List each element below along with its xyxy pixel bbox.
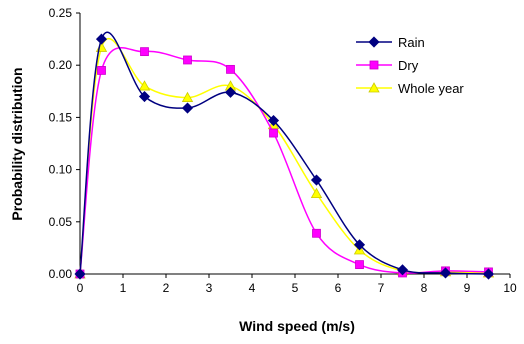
data-point bbox=[95, 33, 108, 45]
x-tick-label: 6 bbox=[335, 281, 342, 295]
axes: 0.00 0.05 0.10 0.15 0.20 0.25 0 1 2 3 4 5 6 7 8 9 10 bbox=[49, 6, 517, 295]
x-tick-label: 10 bbox=[503, 281, 517, 295]
legend-item: Whole year bbox=[356, 81, 464, 96]
series-line bbox=[79, 31, 489, 275]
legend-marker bbox=[369, 60, 379, 70]
legend-label: Rain bbox=[398, 35, 425, 50]
series-layer bbox=[74, 31, 495, 280]
data-point bbox=[74, 268, 86, 280]
legend: Rain Dry Whole year bbox=[356, 35, 464, 96]
data-point bbox=[183, 55, 192, 65]
x-tick-label: 5 bbox=[292, 281, 299, 295]
x-tick-label: 3 bbox=[206, 281, 213, 295]
y-tick-label: 0.15 bbox=[49, 110, 73, 124]
x-tick-label: 8 bbox=[421, 281, 428, 295]
series-rain bbox=[74, 31, 495, 280]
legend-item: Rain bbox=[356, 35, 425, 50]
x-tick-label: 4 bbox=[249, 281, 256, 295]
data-point bbox=[140, 47, 149, 57]
data-point bbox=[312, 228, 321, 238]
data-point bbox=[138, 80, 151, 91]
legend-label: Whole year bbox=[398, 81, 464, 96]
data-point bbox=[355, 260, 364, 270]
data-point bbox=[269, 128, 278, 138]
y-tick-label: 0.05 bbox=[49, 215, 73, 229]
y-tick-label: 0.25 bbox=[49, 6, 73, 20]
legend-label: Dry bbox=[398, 58, 419, 73]
y-tick-label: 0.20 bbox=[49, 58, 73, 72]
x-tick-label: 9 bbox=[464, 281, 471, 295]
legend-marker bbox=[368, 36, 380, 48]
x-axis-title: Wind speed (m/s) bbox=[239, 318, 355, 334]
data-point bbox=[224, 86, 237, 98]
data-point bbox=[267, 114, 280, 127]
x-tick-label: 7 bbox=[378, 281, 385, 295]
data-point bbox=[97, 66, 106, 75]
data-point bbox=[396, 264, 409, 276]
data-point bbox=[310, 174, 323, 186]
x-tick-label: 1 bbox=[120, 281, 127, 295]
legend-item: Dry bbox=[356, 58, 419, 73]
data-point bbox=[138, 90, 151, 103]
data-point bbox=[181, 91, 194, 102]
x-tick-label: 0 bbox=[77, 281, 84, 295]
y-tick-label: 0.00 bbox=[49, 267, 73, 281]
data-point bbox=[181, 102, 194, 114]
data-point bbox=[482, 268, 495, 280]
legend-marker bbox=[368, 82, 380, 93]
y-axis-title: Probability distribution bbox=[9, 67, 25, 220]
data-point bbox=[226, 64, 235, 74]
data-point bbox=[310, 187, 323, 199]
x-tick-label: 2 bbox=[163, 281, 170, 295]
data-point bbox=[439, 267, 452, 279]
y-tick-label: 0.10 bbox=[49, 163, 73, 177]
data-point bbox=[353, 239, 366, 251]
